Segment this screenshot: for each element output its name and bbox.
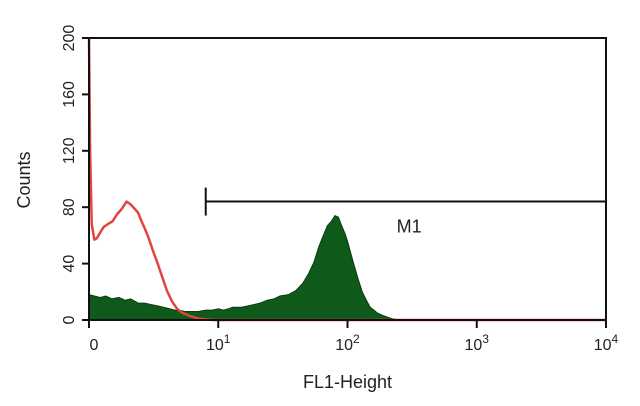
gate-m1-label: M1 <box>397 217 422 237</box>
y-ticks-layer: 0 40 80 120 160 200 <box>61 25 89 324</box>
y-tick-label-4: 160 <box>61 81 78 108</box>
x-tick-label-1: 101 <box>206 332 231 354</box>
series-1-filled-histogram <box>88 215 400 321</box>
x-tick-label-2: 102 <box>335 332 360 354</box>
x-tick-label-0: 0 <box>90 337 99 354</box>
x-tick-label-4: 104 <box>594 332 619 354</box>
y-tick-label-3: 120 <box>61 137 78 164</box>
series-2-outline-histogram <box>87 37 606 322</box>
x-axis-title: FL1-Height <box>303 372 392 392</box>
y-tick-label-0: 0 <box>61 315 78 324</box>
y-tick-label-1: 40 <box>61 255 78 273</box>
x-tick-label-3: 103 <box>465 332 490 354</box>
x-ticks-layer: 0 101 102 103 104 <box>88 320 619 354</box>
y-axis-title: Counts <box>14 151 34 208</box>
y-tick-label-2: 80 <box>61 198 78 216</box>
series-layer <box>87 37 606 322</box>
y-tick-label-5: 200 <box>61 25 78 52</box>
